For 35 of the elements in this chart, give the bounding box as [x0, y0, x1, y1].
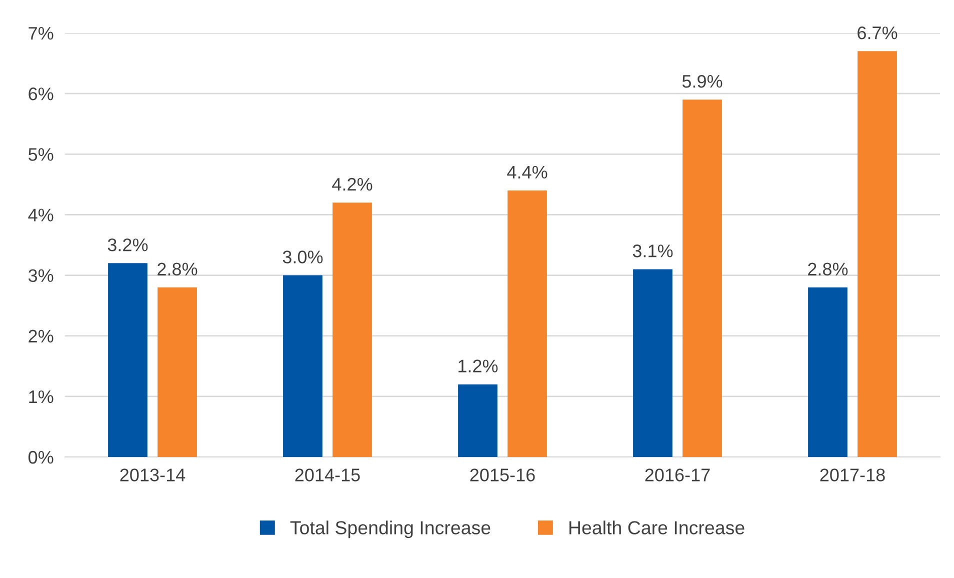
- y-tick-label: 5%: [28, 148, 54, 161]
- x-tick-label: 2014-15: [295, 468, 360, 482]
- bar: [158, 287, 197, 457]
- bar: [508, 190, 547, 457]
- x-tick-label: 2015-16: [470, 468, 535, 482]
- legend-label: Health Care Increase: [569, 520, 744, 534]
- x-tick-label: 2017-18: [820, 468, 885, 482]
- bar: [332, 202, 372, 457]
- y-tick-label: 6%: [28, 88, 54, 100]
- bar: [858, 51, 897, 457]
- data-label: 3.2%: [108, 238, 148, 252]
- y-tick-label: 1%: [29, 390, 54, 404]
- data-label: 3.0%: [282, 250, 323, 264]
- x-tick-label: 2016-17: [645, 468, 710, 482]
- bar: [108, 263, 148, 457]
- legend-label: Total Spending Increase: [290, 520, 490, 538]
- data-label: 5.9%: [682, 74, 722, 88]
- data-label: 2.8%: [808, 262, 848, 276]
- data-label: 4.4%: [507, 166, 548, 179]
- x-tick-label: 2013-14: [120, 468, 186, 482]
- y-tick-label: 4%: [28, 208, 54, 222]
- bar: [283, 275, 322, 457]
- data-label: 1.2%: [458, 360, 498, 372]
- bar: [458, 384, 498, 457]
- data-label: 3.1%: [632, 244, 673, 258]
- bar: [808, 287, 848, 457]
- data-label: 4.2%: [332, 178, 372, 191]
- data-label: 2.8%: [158, 262, 198, 276]
- y-tick-label: 2%: [28, 330, 54, 343]
- y-tick-label: 3%: [28, 269, 54, 282]
- data-label: 6.7%: [858, 26, 898, 40]
- y-tick-label: 7%: [28, 27, 54, 40]
- bar: [633, 269, 672, 457]
- y-tick-label: 0%: [28, 450, 54, 464]
- bar: [682, 100, 722, 457]
